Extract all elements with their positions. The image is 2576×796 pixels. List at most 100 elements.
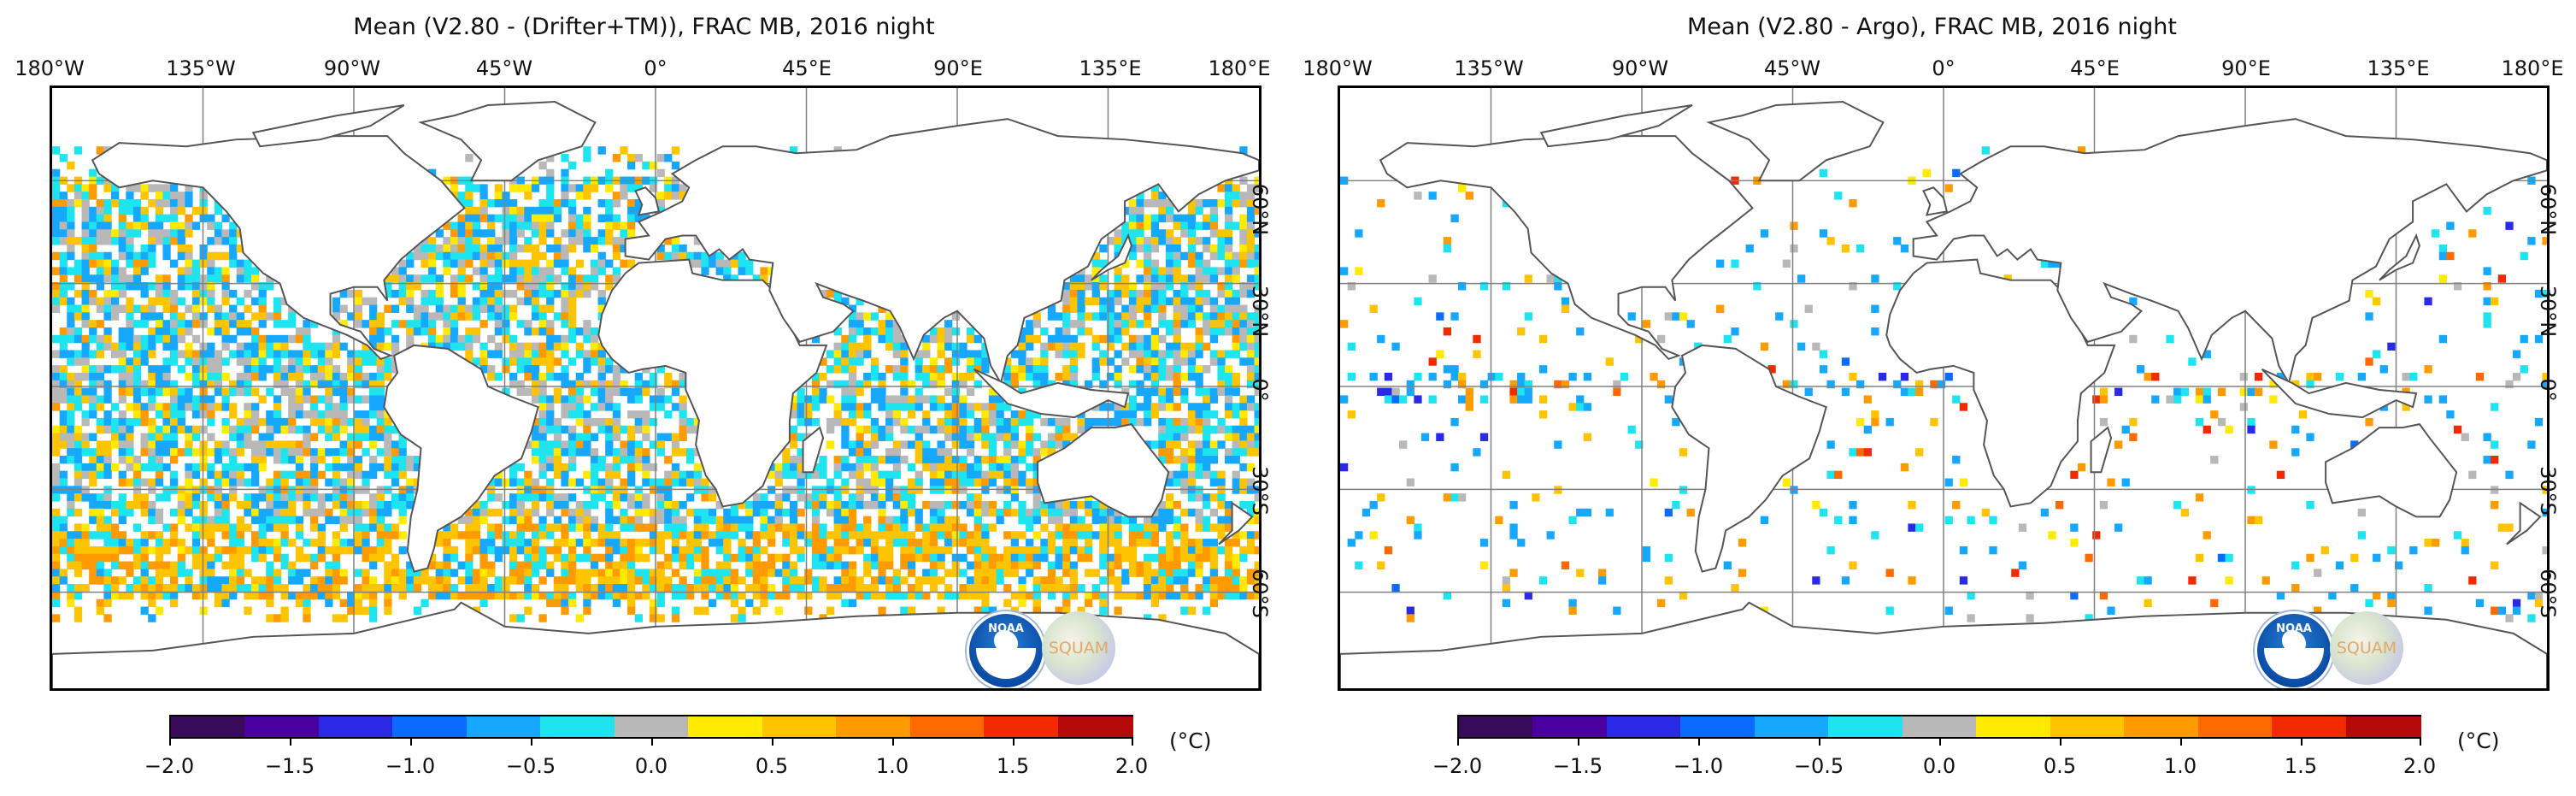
coastlines bbox=[52, 101, 1259, 688]
colorbar-tick-label: 1.0 bbox=[875, 754, 909, 778]
colorbar-segment bbox=[318, 716, 395, 737]
colorbar-tick-label: 0.0 bbox=[1922, 754, 1956, 778]
colorbar-tick-label: 2.0 bbox=[2403, 754, 2437, 778]
colorbar-segment bbox=[1828, 716, 1904, 737]
colorbar-tick-label: −1.0 bbox=[385, 754, 436, 778]
lat-label: 30°S bbox=[2536, 466, 2560, 516]
colorbar-segment bbox=[1532, 716, 1609, 737]
colorbar-tick bbox=[1939, 739, 1941, 746]
lat-label: 60°S bbox=[2536, 569, 2560, 618]
colorbar-segment bbox=[1976, 716, 2052, 737]
colorbar bbox=[169, 715, 1134, 739]
landmass-eurasia bbox=[1912, 118, 2547, 386]
colorbar-segment bbox=[540, 716, 616, 737]
colorbar-tick-label: 0.0 bbox=[634, 754, 668, 778]
lat-label: 60°N bbox=[2536, 183, 2560, 236]
squam-logo: SQUAM bbox=[1042, 611, 1115, 685]
lat-label: 30°N bbox=[1248, 285, 1272, 338]
colorbar-tick-label: 0.5 bbox=[2043, 754, 2077, 778]
colorbar-segment bbox=[2124, 716, 2200, 737]
colorbar-tick-label: 2.0 bbox=[1115, 754, 1149, 778]
world-map bbox=[52, 88, 1259, 688]
colorbar-tick-label: −2.0 bbox=[144, 754, 195, 778]
lon-label: 180°W bbox=[1303, 56, 1373, 80]
lon-label: 0° bbox=[644, 56, 668, 80]
colorbar-segment bbox=[688, 716, 764, 737]
squam-logo-text: SQUAM bbox=[1048, 639, 1109, 657]
colorbar-tick-label: −2.0 bbox=[1432, 754, 1483, 778]
colorbar-segment bbox=[984, 716, 1060, 737]
landmass-japan bbox=[2379, 233, 2420, 281]
lon-label: 45°E bbox=[782, 56, 832, 80]
lon-label: 90°E bbox=[933, 56, 983, 80]
colorbar bbox=[1457, 715, 2422, 739]
landmass-australia bbox=[2325, 423, 2458, 518]
lon-label: 135°E bbox=[2367, 56, 2430, 80]
landmass-australia bbox=[1037, 423, 1170, 518]
colorbar-segment bbox=[1459, 716, 1535, 737]
landmass-south-america bbox=[1671, 344, 1827, 573]
squam-logo: SQUAM bbox=[2330, 611, 2403, 685]
colorbar-tick-label: 0.5 bbox=[755, 754, 789, 778]
colorbar-tick-label: 1.5 bbox=[996, 754, 1030, 778]
colorbar-tick bbox=[1578, 739, 1579, 746]
lon-label: 135°W bbox=[166, 56, 236, 80]
lon-label: 90°E bbox=[2221, 56, 2271, 80]
lat-label: 60°S bbox=[1248, 569, 1272, 618]
landmass-north-america bbox=[91, 135, 466, 361]
colorbar-tick bbox=[531, 739, 532, 746]
lon-label: 135°E bbox=[1079, 56, 1142, 80]
lon-label: 180°E bbox=[1208, 56, 1271, 80]
colorbar-segment bbox=[1680, 716, 1757, 737]
colorbar-tick bbox=[2301, 739, 2303, 746]
colorbar-segment bbox=[244, 716, 321, 737]
colorbar-tick bbox=[1132, 739, 1133, 746]
colorbar-segment bbox=[466, 716, 543, 737]
landmass-antarctica bbox=[52, 601, 1259, 688]
right-map-panel: Mean (V2.80 - Argo), FRAC MB, 2016 night… bbox=[1288, 0, 2576, 796]
map-frame: NOAA SQUAM bbox=[1338, 85, 2550, 691]
landmass-indonesia bbox=[2261, 368, 2418, 419]
landmass-indonesia bbox=[973, 368, 1130, 419]
colorbar-tick-label: −0.5 bbox=[505, 754, 556, 778]
colorbar-segment bbox=[614, 716, 691, 737]
landmass-arctic-islands bbox=[251, 104, 405, 148]
landmass-eurasia bbox=[624, 118, 1259, 386]
colorbar-segment bbox=[1606, 716, 1683, 737]
colorbar-tick-label: −0.5 bbox=[1793, 754, 1844, 778]
landmass-africa bbox=[1885, 258, 2116, 508]
colorbar-tick bbox=[892, 739, 894, 746]
sst-bias-cells bbox=[52, 146, 1259, 622]
colorbar-segment bbox=[909, 716, 986, 737]
landmass-new-zealand bbox=[2506, 501, 2542, 545]
lon-label: 90°W bbox=[1611, 56, 1669, 80]
map-title: Mean (V2.80 - Argo), FRAC MB, 2016 night bbox=[1687, 14, 2177, 40]
colorbar-segment bbox=[171, 716, 247, 737]
lon-label: 45°E bbox=[2070, 56, 2120, 80]
colorbar-tick bbox=[2420, 739, 2421, 746]
colorbar-unit: (°C) bbox=[1169, 728, 1212, 753]
colorbar-tick-label: −1.5 bbox=[264, 754, 315, 778]
colorbar-tick bbox=[169, 739, 171, 746]
colorbar-tick-label: −1.5 bbox=[1552, 754, 1603, 778]
lat-label: 0° bbox=[1248, 378, 1272, 402]
colorbar-tick bbox=[1698, 739, 1700, 746]
landmass-antarctica bbox=[1340, 601, 2547, 688]
colorbar-tick-label: −1.0 bbox=[1673, 754, 1724, 778]
noaa-logo: NOAA bbox=[2255, 611, 2333, 688]
landmass-uk bbox=[634, 186, 661, 216]
lon-label: 180°E bbox=[2501, 56, 2564, 80]
colorbar-segment bbox=[2272, 716, 2348, 737]
lon-label: 180°W bbox=[15, 56, 85, 80]
colorbar-segment bbox=[2050, 716, 2126, 737]
lat-label: 30°N bbox=[2536, 285, 2560, 338]
landmass-south-america bbox=[383, 344, 539, 573]
colorbar-unit: (°C) bbox=[2457, 728, 2500, 753]
left-map-panel: Mean (V2.80 - (Drifter+TM)), FRAC MB, 20… bbox=[15, 14, 1272, 778]
colorbar-tick bbox=[1013, 739, 1015, 746]
landmass-madagascar bbox=[2090, 426, 2113, 474]
sst-bias-cells bbox=[1340, 146, 2547, 622]
landmass-greenland bbox=[1706, 101, 1885, 182]
colorbar-tick bbox=[2060, 739, 2061, 746]
colorbar-tick bbox=[290, 739, 291, 746]
